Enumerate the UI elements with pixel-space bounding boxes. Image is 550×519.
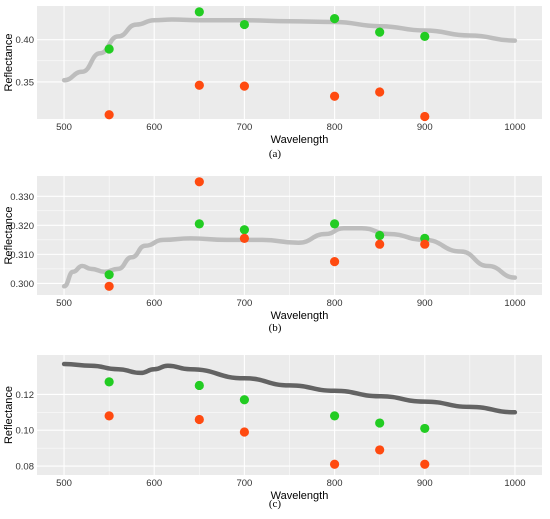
orange-data-point (104, 281, 114, 291)
y-tick-label: 0.08 (16, 462, 35, 473)
x-tick-label: 900 (417, 478, 433, 489)
panel-caption: (c) (269, 498, 282, 510)
y-tick-label: 0.330 (10, 192, 34, 203)
green-data-point (194, 219, 204, 229)
orange-data-point (104, 110, 114, 120)
orange-data-point (104, 411, 114, 421)
panel-caption: (a) (269, 148, 282, 160)
orange-data-point (329, 459, 340, 469)
y-tick-label: 0.12 (16, 390, 35, 401)
green-data-point (239, 395, 250, 405)
y-tick-label: 0.320 (10, 221, 34, 232)
y-axis-label: Reflectance (3, 206, 15, 264)
chart-panel-2: 500 600 700 800 900 1000 0.300 0.310 0.320 0.330 W… (3, 176, 542, 334)
green-data-point (329, 411, 340, 421)
orange-data-point (194, 414, 204, 425)
orange-data-point (329, 257, 340, 267)
panel-caption: (b) (269, 322, 282, 334)
chart-panel-3: 500 600 700 800 900 1000 0.08 0.10 0.12 Wavelengt… (3, 355, 542, 510)
orange-data-point (239, 233, 250, 244)
x-axis-label: Wavelength (271, 490, 329, 502)
y-tick-label: 0.40 (16, 35, 35, 46)
x-tick-label: 700 (236, 122, 252, 133)
green-data-point (329, 14, 340, 24)
orange-data-point (375, 239, 385, 249)
orange-data-point (194, 80, 204, 90)
y-axis-label: Reflectance (3, 33, 15, 91)
x-tick-label: 700 (236, 298, 252, 309)
x-tick-label: 800 (327, 478, 343, 489)
x-tick-label: 1000 (504, 122, 525, 133)
x-tick-label: 500 (56, 478, 72, 489)
green-data-point (239, 225, 250, 235)
green-data-point (375, 27, 385, 37)
trend-curve (61, 361, 518, 415)
x-tick-label: 800 (327, 122, 343, 133)
x-axis-label: Wavelength (271, 134, 329, 146)
orange-data-point (420, 111, 430, 122)
green-data-point (329, 219, 340, 229)
x-tick-label: 1000 (504, 298, 525, 309)
x-tick-label: 500 (56, 122, 72, 133)
green-data-point (239, 19, 250, 30)
green-data-point (375, 418, 385, 428)
orange-data-point (239, 427, 250, 437)
y-tick-label: 0.10 (16, 426, 35, 437)
trend-curve (61, 225, 518, 289)
green-data-point (375, 230, 385, 241)
green-data-point (194, 7, 204, 17)
green-data-point (104, 44, 114, 54)
green-data-point (104, 377, 114, 387)
x-tick-label: 900 (417, 298, 433, 309)
x-tick-label: 500 (56, 298, 72, 309)
x-tick-label: 700 (236, 478, 252, 489)
y-tick-label: 0.310 (10, 250, 34, 261)
green-data-point (420, 423, 430, 434)
green-data-point (420, 31, 430, 41)
orange-data-point (375, 445, 385, 455)
green-data-point (194, 380, 204, 391)
orange-data-point (329, 91, 340, 101)
green-data-point (104, 270, 114, 280)
y-axis-label: Reflectance (3, 386, 15, 444)
y-tick-label: 0.35 (16, 77, 35, 88)
x-tick-label: 900 (417, 122, 433, 133)
x-tick-label: 600 (146, 298, 162, 309)
orange-data-point (194, 177, 204, 187)
x-tick-label: 600 (146, 478, 162, 489)
y-tick-label: 0.300 (10, 279, 34, 290)
x-axis-label: Wavelength (271, 310, 329, 322)
x-tick-label: 600 (146, 122, 162, 133)
chart-panel-1: 500 600 700 800 900 1000 0.35 0.40 Wavelength Ref… (3, 6, 542, 160)
orange-data-point (375, 87, 385, 97)
x-tick-label: 1000 (504, 478, 525, 489)
orange-data-point (420, 239, 430, 249)
orange-data-point (239, 81, 250, 91)
x-tick-label: 800 (327, 298, 343, 309)
orange-data-point (420, 459, 430, 469)
